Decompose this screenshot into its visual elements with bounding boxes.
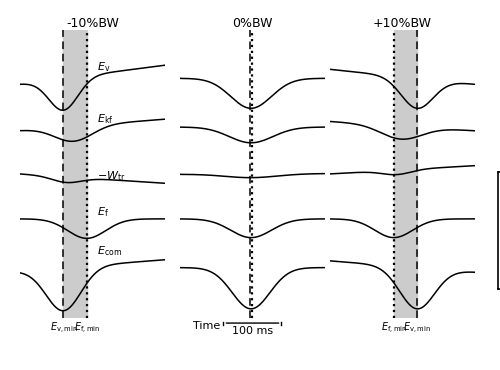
Text: $E_\mathrm{f}$: $E_\mathrm{f}$ [97,205,109,219]
Text: 100 ms: 100 ms [232,326,273,336]
Text: $E_\mathrm{v,min}$: $E_\mathrm{v,min}$ [403,321,431,336]
Title: -10%BW: -10%BW [66,17,119,30]
Bar [394,30,417,318]
Text: Time: Time [194,321,220,331]
Title: 0%BW: 0%BW [232,17,273,30]
Bar [64,30,86,318]
Text: $E_\mathrm{f,min}$: $E_\mathrm{f,min}$ [74,321,100,336]
Text: $E_\mathrm{com}$: $E_\mathrm{com}$ [97,244,122,258]
Text: $E_\mathrm{v}$: $E_\mathrm{v}$ [97,60,110,74]
Text: $E_\mathrm{kf}$: $E_\mathrm{kf}$ [97,112,114,127]
Title: +10%BW: +10%BW [373,17,432,30]
Text: $-W_\mathrm{tr}$: $-W_\mathrm{tr}$ [97,169,126,183]
Text: $E_\mathrm{f,min}$: $E_\mathrm{f,min}$ [380,321,407,336]
Text: $E_\mathrm{v,min}$: $E_\mathrm{v,min}$ [50,321,78,336]
